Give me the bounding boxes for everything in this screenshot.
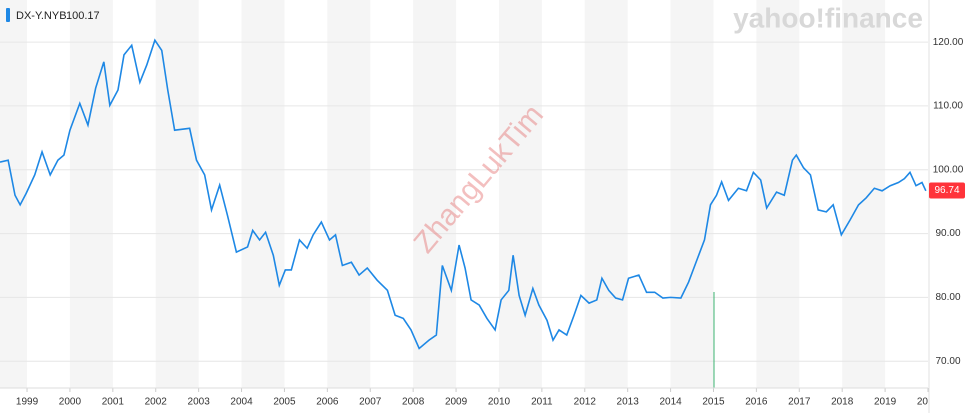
- x-tick-label: 2004: [230, 397, 253, 408]
- year-band: [69, 0, 113, 388]
- y-tick-label: 70.00: [935, 356, 960, 367]
- last-price-tag: [929, 182, 965, 199]
- legend-swatch: [6, 8, 10, 22]
- year-bands: [0, 0, 885, 388]
- y-tick-label: 90.00: [935, 228, 960, 239]
- year-band: [413, 0, 457, 388]
- x-tick-label: 2020: [917, 397, 940, 408]
- year-band: [756, 0, 800, 388]
- x-tick-label: 2015: [702, 397, 725, 408]
- x-tick-label: 2010: [488, 397, 511, 408]
- year-band: [842, 0, 886, 388]
- year-band: [498, 0, 542, 388]
- x-tick-label: 2009: [445, 397, 468, 408]
- x-tick-label: 2012: [574, 397, 597, 408]
- y-tick-label: 100.00: [933, 164, 964, 175]
- y-tick-label: 110.00: [933, 101, 963, 112]
- year-band: [670, 0, 714, 388]
- year-band: [0, 0, 28, 388]
- year-band: [155, 0, 199, 388]
- x-tick-label: 2014: [659, 397, 682, 408]
- x-tick-label: 2011: [531, 397, 553, 408]
- x-tick-label: 2003: [188, 397, 211, 408]
- year-band: [584, 0, 628, 388]
- last-price-label: 96.74: [934, 185, 959, 196]
- x-tick-label: 2007: [359, 397, 382, 408]
- legend-price: 100.17: [66, 10, 100, 22]
- year-band: [327, 0, 371, 388]
- price-line: [0, 38, 927, 350]
- x-tick-label: 2016: [745, 397, 768, 408]
- logo: yahoo!finance: [733, 2, 923, 33]
- y-tick-label: 80.00: [935, 292, 960, 303]
- plot: 1999 2000 2001 2002 2003 2004 2005 2006 2007 2008…: [0, 38, 940, 408]
- x-tick-label: 2005: [273, 397, 296, 408]
- x-tick-label: 2017: [788, 397, 811, 408]
- x-tick-label: 2000: [59, 397, 82, 408]
- x-tick-label: 2019: [874, 397, 897, 408]
- x-tick-label: 2018: [831, 397, 854, 408]
- x-tick-label: 2001: [102, 397, 125, 408]
- x-tick-label: 2006: [316, 397, 339, 408]
- x-tick-label: 2002: [145, 397, 168, 408]
- x-tick-label: 2008: [402, 397, 425, 408]
- x-tick-label: 1999: [16, 397, 39, 408]
- year-band: [241, 0, 285, 388]
- y-tick-label: 120.00: [933, 37, 964, 48]
- x-tick-label: 2013: [617, 397, 640, 408]
- legend-symbol: DX-Y.NYB: [16, 10, 67, 22]
